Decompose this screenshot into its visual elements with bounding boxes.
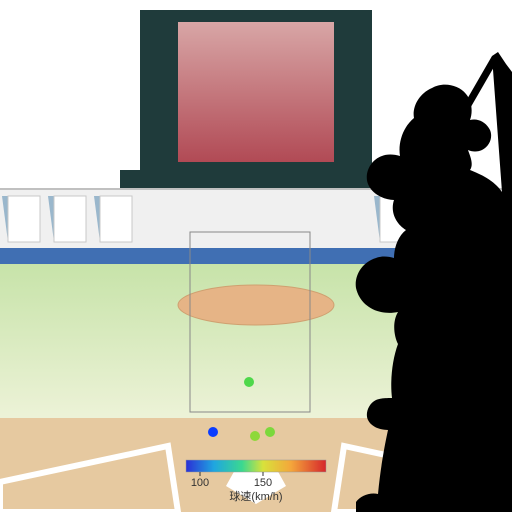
chart-svg: 100 150 球速(km/h)	[0, 0, 512, 512]
bat-knob	[438, 144, 450, 156]
scoreboard	[120, 10, 392, 190]
stand-window	[8, 196, 40, 242]
pitch-marker	[265, 427, 275, 437]
scoreboard-base	[120, 170, 392, 190]
pitch-location-chart: 100 150 球速(km/h)	[0, 0, 512, 512]
colorbar-tick-label: 100	[191, 477, 209, 489]
scoreboard-screen	[178, 22, 334, 162]
colorbar-tick-label: 150	[254, 477, 272, 489]
pitch-marker	[208, 427, 218, 437]
stand-window	[54, 196, 86, 242]
pitchers-mound	[178, 285, 334, 325]
colorbar-gradient	[186, 460, 326, 472]
stand-window	[100, 196, 132, 242]
pitch-marker	[250, 431, 260, 441]
colorbar-axis-label: 球速(km/h)	[229, 489, 282, 503]
pitch-marker	[244, 377, 254, 387]
